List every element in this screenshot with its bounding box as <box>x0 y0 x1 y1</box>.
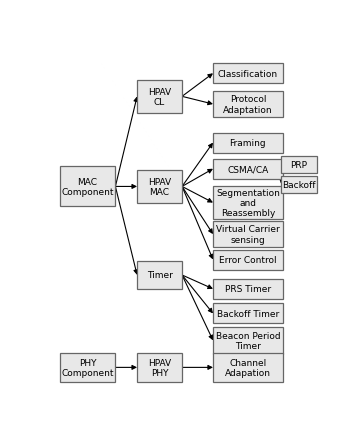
Text: Protocol
Adaptation: Protocol Adaptation <box>223 95 273 114</box>
FancyBboxPatch shape <box>281 157 317 174</box>
Text: Error Control: Error Control <box>219 255 277 265</box>
FancyBboxPatch shape <box>213 304 283 324</box>
FancyBboxPatch shape <box>137 171 182 203</box>
FancyBboxPatch shape <box>213 159 283 179</box>
FancyBboxPatch shape <box>213 133 283 153</box>
FancyBboxPatch shape <box>137 81 182 113</box>
Text: PRP: PRP <box>290 161 308 170</box>
FancyBboxPatch shape <box>213 64 283 84</box>
Text: MAC
Component: MAC Component <box>61 177 114 197</box>
FancyBboxPatch shape <box>213 250 283 270</box>
Text: Channel
Adapation: Channel Adapation <box>225 358 271 377</box>
Text: Framing: Framing <box>230 139 266 148</box>
Text: CSMA/CA: CSMA/CA <box>227 165 269 174</box>
FancyBboxPatch shape <box>213 187 283 219</box>
FancyBboxPatch shape <box>60 353 115 382</box>
Text: Virtual Carrier
sensing: Virtual Carrier sensing <box>216 225 280 244</box>
FancyBboxPatch shape <box>213 279 283 299</box>
FancyBboxPatch shape <box>213 353 283 382</box>
FancyBboxPatch shape <box>213 92 283 118</box>
FancyBboxPatch shape <box>281 176 317 193</box>
Text: Backoff Timer: Backoff Timer <box>217 309 279 318</box>
Text: PHY
Component: PHY Component <box>61 358 114 377</box>
Text: Timer: Timer <box>146 271 173 280</box>
FancyBboxPatch shape <box>137 261 182 289</box>
FancyBboxPatch shape <box>213 327 283 354</box>
FancyBboxPatch shape <box>60 167 115 207</box>
Text: PRS Timer: PRS Timer <box>225 285 271 293</box>
Text: HPAV
CL: HPAV CL <box>148 88 171 107</box>
Text: Beacon Period
Timer: Beacon Period Timer <box>216 331 280 350</box>
FancyBboxPatch shape <box>213 222 283 248</box>
FancyBboxPatch shape <box>137 353 182 382</box>
Text: HPAV
MAC: HPAV MAC <box>148 177 171 197</box>
Text: HPAV
PHY: HPAV PHY <box>148 358 171 377</box>
Text: Segmentation
and
Reassembly: Segmentation and Reassembly <box>216 188 280 218</box>
Text: Backoff: Backoff <box>282 180 316 189</box>
Text: Classification: Classification <box>218 70 278 78</box>
